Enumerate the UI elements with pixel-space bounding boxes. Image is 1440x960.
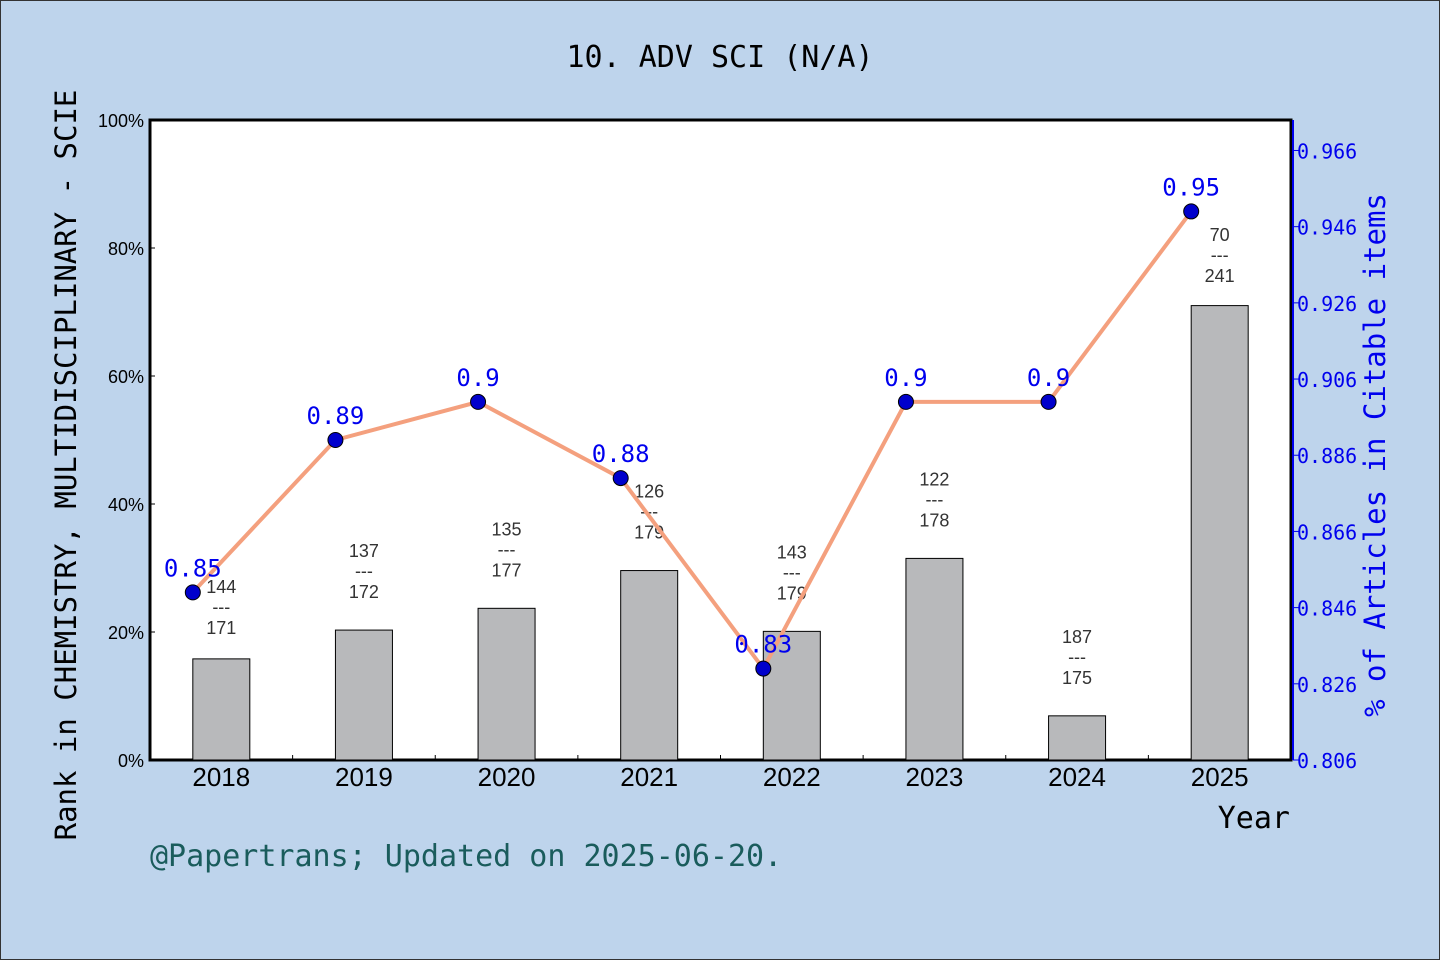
chart-title: 10. ADV SCI (N/A) [566,40,873,75]
x-axis-label: Year [1218,801,1290,836]
line-data-label: 0.88 [592,440,650,468]
bar-separator-label: --- [1211,245,1229,265]
y2-tick-label: 0.886 [1297,444,1357,468]
line-data-label: 0.9 [456,364,499,392]
line-point-2021 [612,470,629,487]
line-data-label: 0.9 [884,364,927,392]
x-tick-label: 2020 [478,762,536,792]
line-point-2019 [327,432,344,448]
bar-total-label: 172 [349,582,379,602]
y-tick-label: 100% [98,111,144,131]
bar-2025 [1190,305,1249,761]
bar-separator-label: --- [212,597,230,617]
y-axis-label: Rank in CHEMISTRY, MULTIDISCIPLINARY - S… [49,90,83,841]
x-tick-label: 2021 [620,762,678,792]
bar-separator-label: --- [498,539,516,559]
x-tick-label: 2024 [1048,762,1106,792]
line-data-label: 0.9 [1027,364,1070,392]
line-point-2022 [755,660,772,677]
x-tick-label: 2018 [192,762,250,792]
x-tick-label: 2022 [763,762,821,792]
y-tick-label: 60% [108,367,144,387]
bar-separator-label: --- [783,562,801,582]
y-tick-label: 20% [108,623,144,643]
line-point-2023 [897,393,914,410]
bar-total-label: 177 [492,560,522,580]
bar-rank-label: 122 [919,469,949,489]
bar-total-label: 241 [1205,266,1235,286]
line-series [191,210,1193,673]
bar-2020 [477,607,536,761]
y2-tick-label: 0.946 [1297,216,1357,240]
y2-axis-label: % of Articles in Citable items [1358,193,1392,717]
bar-2021 [620,570,679,761]
y2-tick-label: 0.806 [1297,749,1357,773]
bar-separator-label: --- [640,502,658,522]
bar-2023 [905,557,964,761]
plot-area [148,118,1293,762]
bar-rank-label: 143 [777,542,807,562]
line-data-label: 0.85 [164,554,222,582]
y2-tick-label: 0.826 [1297,673,1357,697]
bar-total-label: 178 [919,510,949,530]
bar-rank-label: 135 [492,519,522,539]
line-data-label: 0.95 [1162,173,1220,201]
y-tick-label: 40% [108,495,144,515]
bar-separator-label: --- [355,561,373,581]
y2-tick-label: 0.926 [1297,292,1357,316]
y2-tick-label: 0.866 [1297,520,1357,544]
y-tick-label: 0% [118,751,144,771]
line-point-2025 [1183,203,1200,220]
y2-tick-label: 0.966 [1297,139,1357,163]
bar-total-label: 175 [1062,668,1092,688]
line-data-label: 0.89 [307,402,365,430]
line-point-2020 [470,393,487,410]
x-tick-label: 2019 [335,762,393,792]
y2-tick-label: 0.906 [1297,368,1357,392]
x-tick-label: 2023 [906,762,964,792]
bar-total-label: 171 [206,618,236,638]
bar-separator-label: --- [925,489,943,509]
bar-2024 [1048,715,1107,761]
line-data-label: 0.83 [734,631,792,659]
x-tick-label: 2025 [1191,762,1249,792]
bar-2018 [192,658,251,761]
line-point-2024 [1040,393,1057,410]
footer-note: @Papertrans; Updated on 2025-06-20. [150,839,782,874]
line-point-2018 [184,584,201,601]
bar-2022 [762,630,821,761]
y2-tick-label: 0.846 [1297,597,1357,621]
bar-separator-label: --- [1068,647,1086,667]
bar-2019 [334,629,393,761]
bar-rank-label: 144 [206,577,236,597]
bar-rank-label: 137 [349,541,379,561]
bar-rank-label: 70 [1210,225,1230,245]
y-tick-label: 80% [108,239,144,259]
bar-rank-label: 126 [634,482,664,502]
bar-rank-label: 187 [1062,627,1092,647]
